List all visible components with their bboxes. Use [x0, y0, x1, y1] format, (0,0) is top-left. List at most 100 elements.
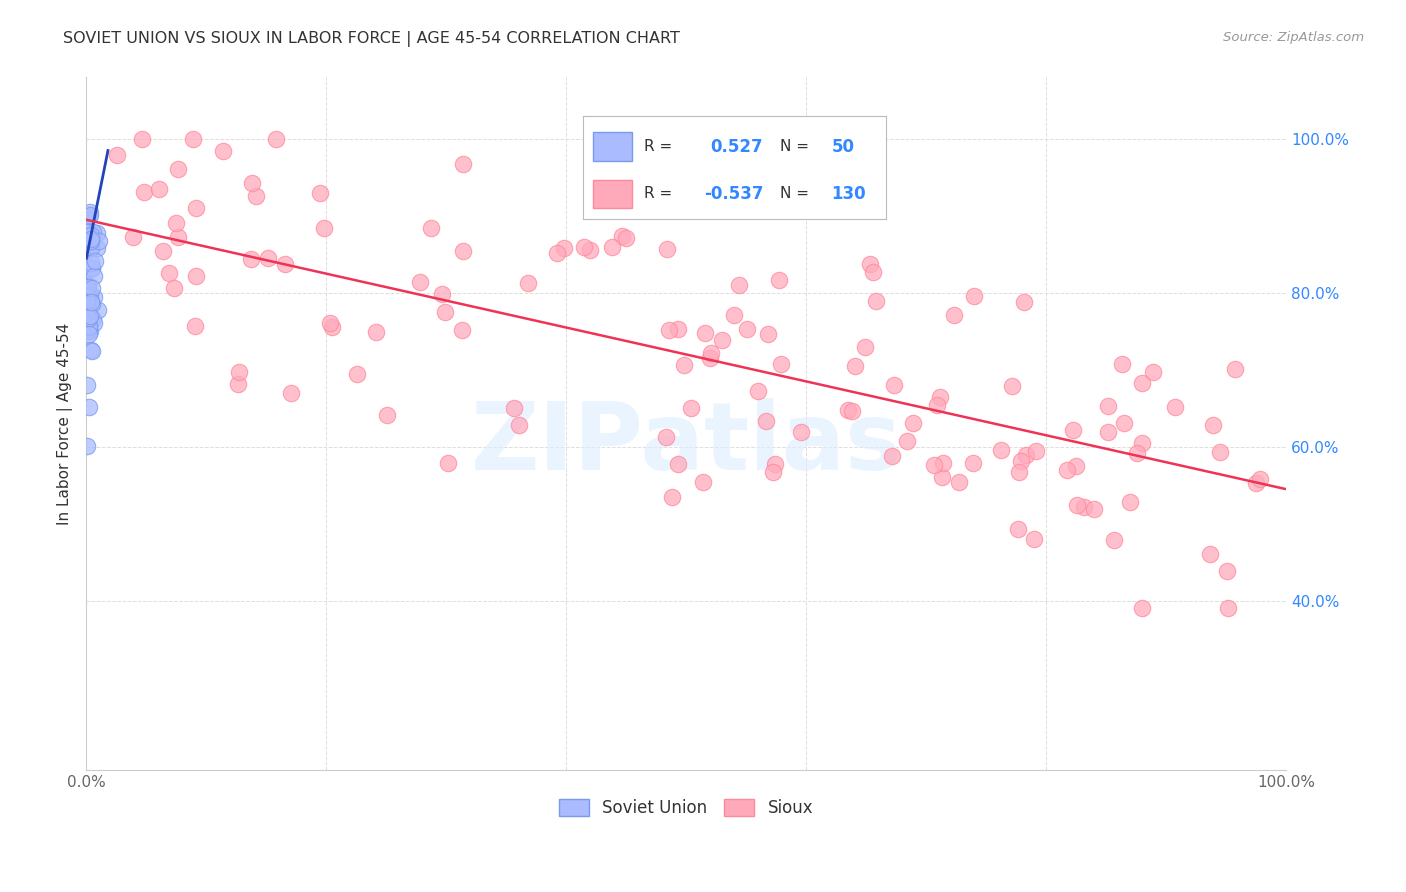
Point	[853, 340, 876, 354]
Point	[728, 278, 751, 293]
Point	[1097, 399, 1119, 413]
Point	[1111, 357, 1133, 371]
Point	[1209, 445, 1232, 459]
Point	[1025, 443, 1047, 458]
Point	[790, 425, 813, 440]
Point	[508, 418, 530, 433]
Point	[579, 244, 602, 258]
Point	[80, 343, 103, 357]
Point	[1126, 446, 1149, 460]
Point	[319, 316, 342, 330]
Point	[610, 229, 633, 244]
Point	[614, 231, 637, 245]
Point	[86, 303, 108, 318]
Point	[87, 234, 110, 248]
Point	[80, 296, 103, 310]
Point	[76, 322, 98, 336]
Point	[186, 268, 208, 283]
Point	[79, 309, 101, 323]
Point	[280, 386, 302, 401]
Point	[859, 256, 882, 270]
Point	[453, 244, 475, 259]
Point	[77, 236, 100, 251]
Point	[1010, 454, 1032, 468]
Point	[212, 144, 235, 158]
Point	[844, 359, 866, 374]
Point	[409, 276, 432, 290]
Point	[163, 280, 186, 294]
Point	[312, 221, 335, 235]
Point	[264, 132, 287, 146]
Point	[82, 261, 104, 276]
Point	[366, 325, 388, 339]
Point	[80, 232, 103, 246]
Point	[1001, 379, 1024, 393]
Point	[157, 266, 180, 280]
Point	[925, 398, 948, 412]
Point	[77, 400, 100, 414]
Point	[240, 252, 263, 266]
Point	[256, 251, 278, 265]
Point	[79, 208, 101, 222]
Point	[77, 242, 100, 256]
Y-axis label: In Labor Force | Age 45-54: In Labor Force | Age 45-54	[58, 323, 73, 524]
Point	[1083, 502, 1105, 516]
Point	[1244, 475, 1267, 490]
Point	[76, 293, 98, 308]
Point	[240, 177, 263, 191]
Point	[1073, 500, 1095, 514]
Point	[321, 319, 343, 334]
Point	[962, 456, 984, 470]
Point	[1216, 564, 1239, 578]
Point	[375, 409, 398, 423]
Point	[80, 295, 103, 310]
Point	[755, 413, 778, 427]
Point	[181, 132, 204, 146]
Point	[77, 209, 100, 223]
Point	[602, 240, 624, 254]
Point	[77, 289, 100, 303]
Point	[756, 326, 779, 341]
Point	[1216, 600, 1239, 615]
Point	[553, 241, 575, 255]
Point	[226, 377, 249, 392]
Point	[80, 344, 103, 359]
Point	[963, 288, 986, 302]
Point	[152, 244, 174, 258]
Text: Source: ZipAtlas.com: Source: ZipAtlas.com	[1223, 31, 1364, 45]
Point	[1202, 417, 1225, 432]
Point	[1056, 463, 1078, 477]
Point	[942, 309, 965, 323]
Point	[79, 241, 101, 255]
Point	[1249, 472, 1271, 486]
Point	[105, 148, 128, 162]
Point	[1164, 400, 1187, 414]
Point	[346, 367, 368, 381]
Point	[184, 318, 207, 333]
Point	[699, 351, 721, 365]
Point	[79, 288, 101, 302]
Point	[77, 310, 100, 325]
Point	[76, 439, 98, 453]
Point	[82, 260, 104, 275]
Point	[666, 457, 689, 471]
Point	[700, 346, 723, 360]
Point	[862, 265, 884, 279]
Point	[80, 281, 103, 295]
Point	[437, 456, 460, 470]
Point	[931, 470, 953, 484]
Point	[928, 390, 950, 404]
Point	[148, 182, 170, 196]
Point	[1007, 522, 1029, 536]
Point	[1223, 362, 1246, 376]
Point	[1062, 423, 1084, 437]
Point	[80, 234, 103, 248]
Point	[83, 268, 105, 283]
Point	[723, 309, 745, 323]
Point	[502, 401, 524, 415]
Point	[837, 403, 859, 417]
Point	[1130, 436, 1153, 450]
Point	[83, 316, 105, 330]
Point	[76, 324, 98, 338]
Point	[516, 276, 538, 290]
